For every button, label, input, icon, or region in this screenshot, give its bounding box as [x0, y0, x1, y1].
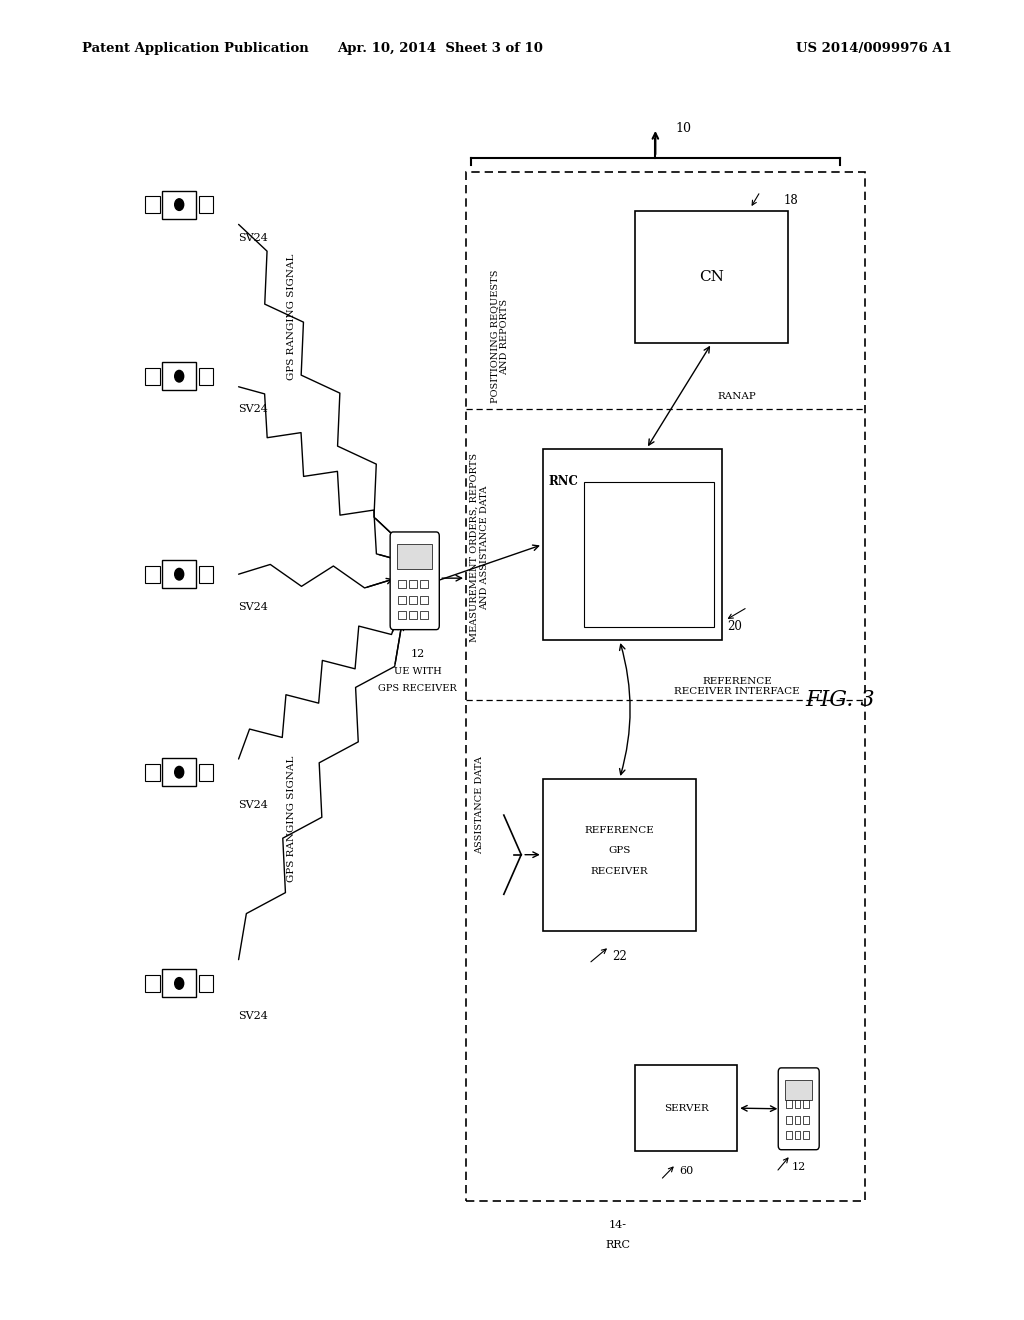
Bar [145, 566, 160, 582]
Bar [199, 197, 213, 213]
Bar [410, 611, 417, 619]
Text: REFERENCE: REFERENCE [585, 826, 654, 836]
Bar [795, 1131, 801, 1139]
Bar [199, 566, 213, 582]
Bar [162, 969, 196, 998]
Text: GPS RANGING SIGNAL: GPS RANGING SIGNAL [288, 755, 296, 882]
Bar [635, 1065, 737, 1151]
Text: INTERFACE: INTERFACE [616, 557, 681, 565]
Bar [398, 611, 406, 619]
Text: US 2014/0099976 A1: US 2014/0099976 A1 [797, 42, 952, 55]
Text: SV24: SV24 [239, 602, 268, 612]
Circle shape [175, 199, 183, 210]
Bar [584, 482, 714, 627]
Bar [410, 595, 417, 603]
Text: MEASUREMENT ORDERS, REPORTS
AND ASSISTANCE DATA: MEASUREMENT ORDERS, REPORTS AND ASSISTAN… [470, 453, 488, 643]
Bar [145, 764, 160, 780]
Text: 22: 22 [612, 950, 627, 964]
Bar [410, 581, 417, 589]
FancyBboxPatch shape [778, 1068, 819, 1150]
Text: SERVER: SERVER [664, 1104, 709, 1113]
Text: SV24: SV24 [239, 404, 268, 414]
Bar [785, 1080, 812, 1101]
Text: RNC: RNC [548, 475, 579, 488]
Bar [420, 595, 428, 603]
Bar [543, 779, 696, 931]
Text: UE WITH: UE WITH [394, 667, 441, 676]
Text: GPS RANGING SIGNAL: GPS RANGING SIGNAL [288, 253, 296, 380]
Circle shape [175, 978, 183, 989]
Bar [199, 975, 213, 991]
Bar [199, 368, 213, 384]
Bar [162, 190, 196, 219]
Text: GPS: GPS [638, 535, 659, 543]
Bar [803, 1101, 809, 1109]
Circle shape [175, 767, 183, 777]
Text: 60: 60 [679, 1166, 693, 1176]
Text: REFERENCE
RECEIVER INTERFACE: REFERENCE RECEIVER INTERFACE [675, 677, 800, 696]
Bar [162, 560, 196, 589]
Bar [145, 368, 160, 384]
Text: FIG. 3: FIG. 3 [805, 689, 874, 710]
Bar [420, 611, 428, 619]
Text: GPS RECEIVER: GPS RECEIVER [379, 684, 457, 693]
Bar [795, 1101, 801, 1109]
Bar [398, 581, 406, 589]
Text: ASSISTANCE DATA: ASSISTANCE DATA [475, 756, 483, 854]
Bar [786, 1101, 793, 1109]
Text: RECEIVER: RECEIVER [591, 867, 648, 876]
Text: Apr. 10, 2014  Sheet 3 of 10: Apr. 10, 2014 Sheet 3 of 10 [337, 42, 544, 55]
Text: SV24: SV24 [239, 800, 268, 810]
Text: Patent Application Publication: Patent Application Publication [82, 42, 308, 55]
Text: 20: 20 [727, 620, 742, 634]
Text: 12: 12 [411, 649, 425, 660]
Bar [466, 172, 865, 1201]
Bar [145, 975, 160, 991]
Bar [543, 449, 722, 640]
Bar [803, 1115, 809, 1123]
Bar [803, 1131, 809, 1139]
Bar [635, 211, 788, 343]
Text: GPS: GPS [608, 846, 631, 855]
Text: CN: CN [699, 271, 724, 284]
Bar [786, 1131, 793, 1139]
Text: SV24: SV24 [239, 232, 268, 243]
Bar [786, 1115, 793, 1123]
Text: RRC: RRC [605, 1239, 630, 1250]
Bar [398, 595, 406, 603]
Text: RANAP: RANAP [718, 392, 757, 400]
Text: 10: 10 [676, 121, 692, 135]
Bar [420, 581, 428, 589]
Bar [795, 1115, 801, 1123]
Text: 12: 12 [792, 1162, 806, 1172]
Circle shape [175, 371, 183, 381]
Bar [162, 362, 196, 391]
Text: 18: 18 [783, 194, 798, 207]
Text: POSITIONING REQUESTS
AND REPORTS: POSITIONING REQUESTS AND REPORTS [490, 269, 509, 404]
Bar [145, 197, 160, 213]
FancyBboxPatch shape [390, 532, 439, 630]
Text: 14-: 14- [608, 1220, 627, 1230]
Circle shape [175, 569, 183, 579]
Bar [199, 764, 213, 780]
Bar [162, 758, 196, 787]
Text: SV24: SV24 [239, 1011, 268, 1022]
Bar [397, 544, 432, 569]
